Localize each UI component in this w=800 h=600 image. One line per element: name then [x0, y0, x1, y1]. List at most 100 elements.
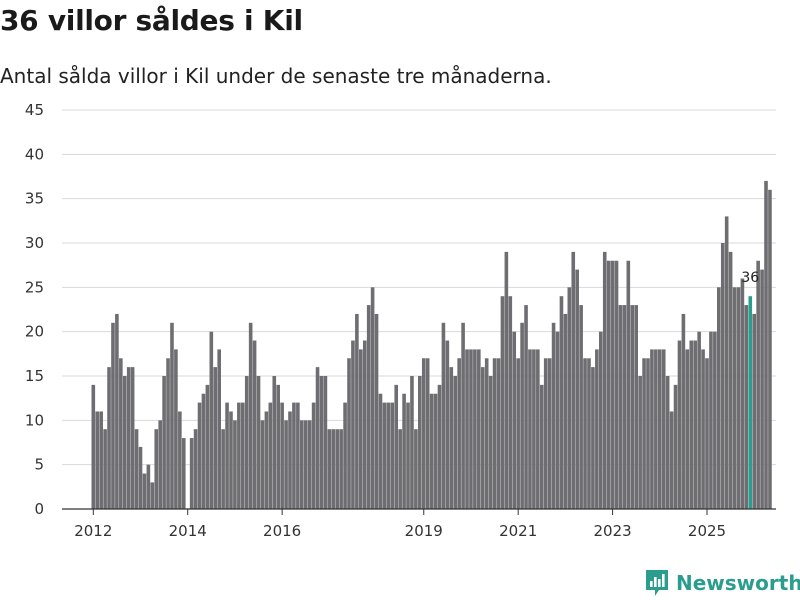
chart-subtitle: Antal sålda villor i Kil under de senast…: [0, 64, 552, 88]
bar: [288, 411, 292, 509]
bar: [425, 358, 430, 509]
bar: [355, 313, 359, 509]
bar: [693, 340, 697, 509]
bar: [280, 402, 284, 509]
bar: [665, 376, 670, 509]
newsworthy-logo-icon: [646, 570, 668, 596]
bar: [154, 429, 159, 509]
bar: [536, 349, 540, 509]
bar: [319, 376, 324, 509]
bar: [508, 296, 513, 509]
bar: [433, 393, 438, 509]
x-tick-label: 2019: [405, 522, 443, 540]
bar: [323, 376, 328, 509]
bars: [91, 180, 772, 510]
bar: [654, 349, 658, 509]
y-tick-label: 10: [25, 411, 44, 429]
bar: [563, 313, 568, 509]
bar: [256, 376, 261, 509]
bar: [469, 349, 473, 509]
bar: [441, 322, 446, 509]
bar: [614, 260, 619, 509]
bar: [126, 367, 131, 509]
bar: [626, 260, 631, 509]
bar: [673, 384, 678, 509]
bar: [162, 376, 166, 509]
bar: [296, 402, 300, 509]
bar: [717, 287, 721, 509]
bar: [437, 384, 442, 509]
bar: [343, 402, 347, 509]
bar: [681, 313, 686, 509]
bar: [520, 322, 524, 509]
bar: [307, 420, 312, 509]
y-tick-label: 15: [25, 367, 44, 385]
bar: [677, 340, 682, 509]
bar: [130, 367, 135, 509]
bar: [595, 349, 599, 509]
bar: [728, 251, 733, 509]
bar: [315, 367, 320, 509]
bar: [240, 402, 245, 509]
bar: [311, 402, 316, 509]
bar: [233, 420, 237, 509]
bar: [170, 322, 174, 509]
bar: [768, 189, 772, 510]
bar: [567, 287, 572, 509]
bar: [559, 296, 564, 509]
bar: [543, 358, 548, 509]
bar: [461, 322, 465, 509]
x-tick-label: 2016: [263, 522, 301, 540]
y-tick-label: 35: [25, 190, 44, 208]
bar: [201, 393, 206, 509]
bar: [107, 367, 111, 509]
chart-title: 36 villor såldes i Kil: [0, 4, 303, 37]
bar: [606, 260, 611, 509]
bar: [174, 349, 178, 509]
bar: [362, 340, 367, 509]
bar: [122, 376, 127, 509]
bar: [229, 411, 233, 509]
bar: [103, 429, 107, 509]
bar: [551, 322, 556, 509]
bar: [303, 420, 308, 509]
bar: [374, 313, 379, 509]
bar: [402, 393, 406, 509]
bar: [331, 429, 336, 509]
x-tick-label: 2021: [499, 522, 537, 540]
y-tick-label: 30: [25, 234, 44, 252]
bar: [516, 358, 520, 509]
x-axis: 2012 2014 2016 2019 2021 2023 2025: [62, 508, 776, 540]
bar: [91, 384, 96, 509]
bar: [764, 180, 768, 509]
bar: [142, 473, 147, 509]
bar: [370, 287, 375, 509]
bar: [111, 322, 115, 509]
bar: [327, 429, 332, 509]
newsworthy-brand[interactable]: Newsworthy: [644, 568, 800, 598]
bar: [724, 216, 729, 509]
bar: [366, 305, 371, 509]
bar: [488, 376, 493, 509]
bar: [421, 358, 426, 509]
bar: [480, 367, 485, 509]
y-tick-label: 40: [25, 145, 44, 163]
bar: [583, 358, 587, 509]
bar: [547, 358, 552, 509]
bar: [418, 376, 422, 509]
bar: [398, 429, 402, 509]
bar: [178, 411, 182, 509]
x-tick-label: 2012: [74, 522, 112, 540]
bar: [394, 384, 399, 509]
bar: [276, 384, 280, 509]
bar: [406, 402, 410, 509]
bar: [701, 349, 705, 509]
y-tick-label: 0: [34, 500, 44, 518]
bar: [166, 358, 170, 509]
bar: [587, 358, 591, 509]
bar: [225, 402, 229, 509]
bar: [697, 331, 701, 509]
bar: [99, 411, 103, 509]
bar-highlight: [748, 296, 753, 509]
bar: [500, 296, 505, 509]
